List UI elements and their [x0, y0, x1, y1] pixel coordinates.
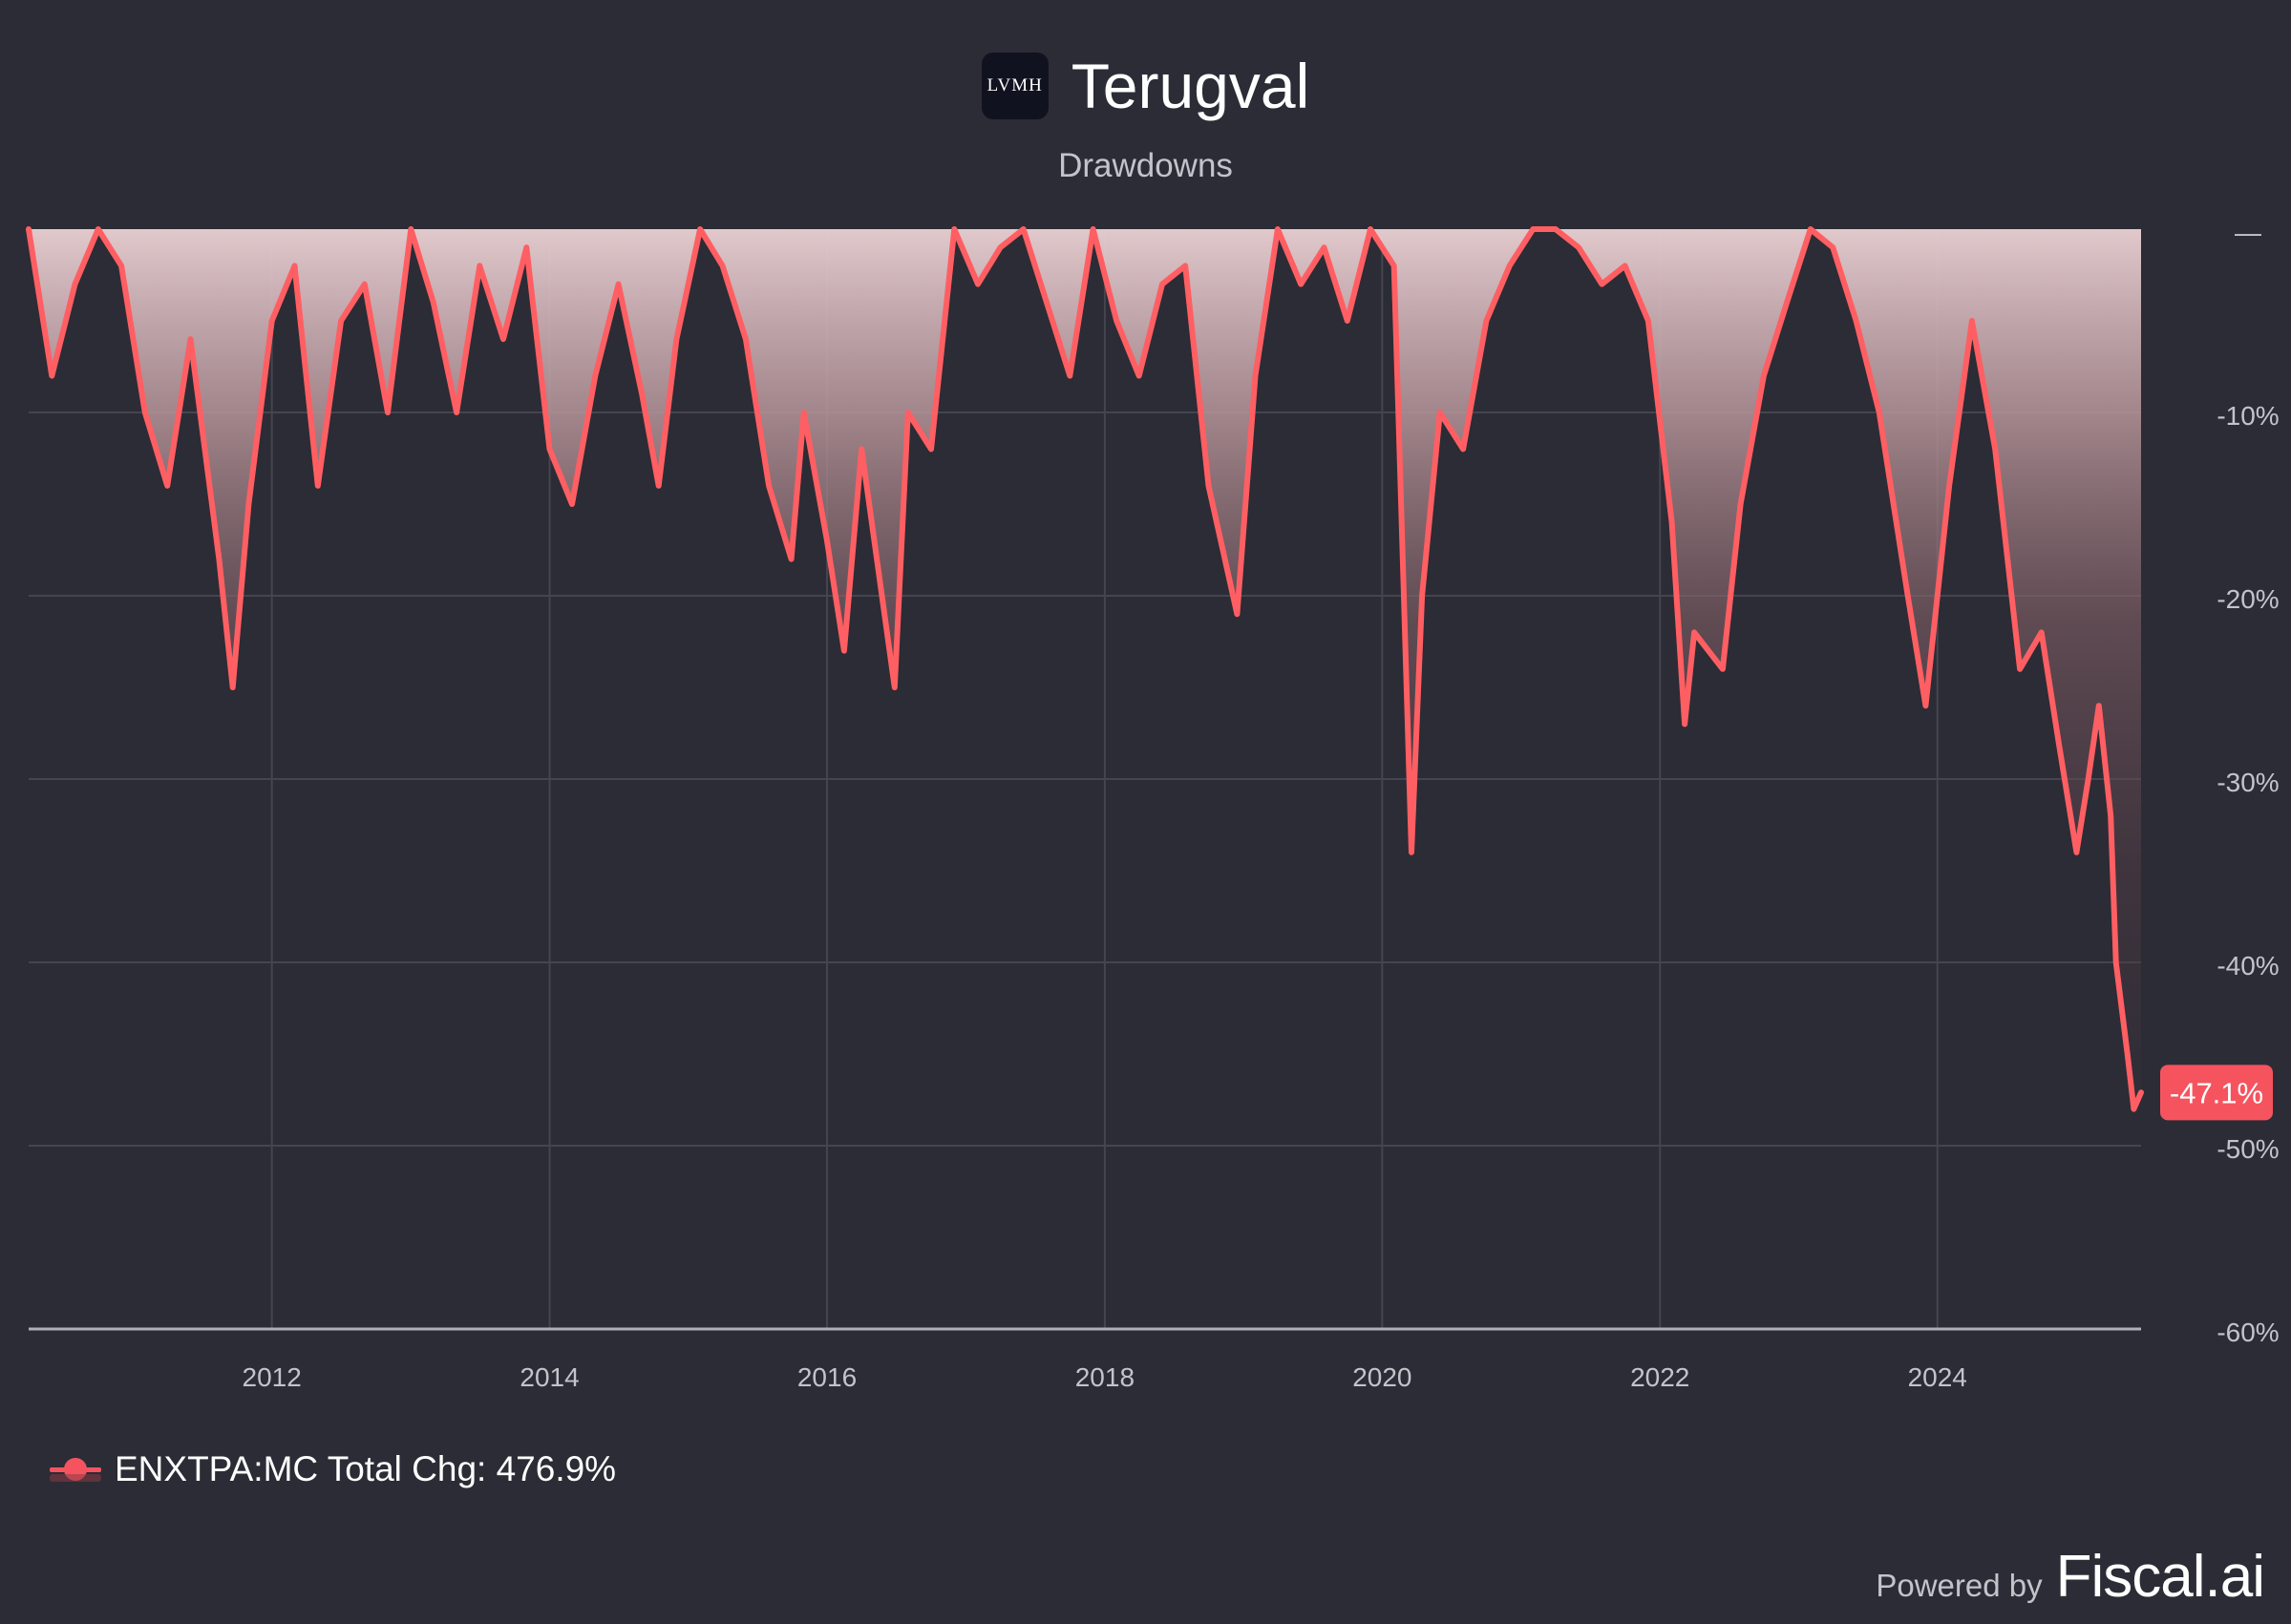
- x-tick-labels: 2012 2014 2016 2018 2020 2022 2024: [243, 1362, 1967, 1392]
- chart-subtitle: Drawdowns: [1058, 147, 1233, 184]
- y-tick-label: -30%: [2217, 768, 2279, 797]
- legend[interactable]: ENXTPA:MC Total Chg: 476.9%: [50, 1444, 616, 1495]
- area-layer: [29, 229, 2141, 1109]
- line-layer: [26, 226, 2144, 1112]
- y-tick-label: -60%: [2217, 1318, 2279, 1347]
- drawdown-area: [29, 229, 2141, 1109]
- x-tick-label: 2012: [243, 1362, 302, 1392]
- y-tick-label: -20%: [2217, 584, 2279, 614]
- x-tick-label: 2020: [1352, 1362, 1411, 1392]
- x-tick-label: 2018: [1075, 1362, 1135, 1392]
- current-value-badge-bg: [2160, 1065, 2273, 1121]
- branding: Powered by Fiscal.ai: [1876, 1543, 2265, 1611]
- drawdown-line: [26, 226, 2144, 1112]
- legend-swatch-icon: [50, 1458, 101, 1482]
- y-tick-label: -40%: [2217, 951, 2279, 981]
- y-tick-label: —: [2235, 218, 2261, 247]
- y-tick-label: -10%: [2217, 401, 2279, 431]
- chart-title: Terugval: [1071, 51, 1310, 121]
- y-tick-label: -50%: [2217, 1134, 2279, 1164]
- y-gridlines: [29, 411, 2141, 1147]
- x-tick-label: 2014: [520, 1362, 579, 1392]
- current-value-badge: -47.1%: [2160, 1065, 2273, 1121]
- x-tick-label: 2024: [1908, 1362, 1967, 1392]
- fiscal-ai-logo: Fiscal.ai: [2055, 1544, 2265, 1610]
- chart-header: LVMH Terugval: [0, 48, 2291, 124]
- x-tick-label: 2022: [1630, 1362, 1689, 1392]
- lvmh-logo: LVMH: [981, 53, 1049, 119]
- x-tick-label: 2016: [797, 1362, 857, 1392]
- powered-by-text: Powered by: [1876, 1568, 2043, 1603]
- legend-label: ENXTPA:MC Total Chg: 476.9%: [115, 1449, 617, 1488]
- current-value-label: -47.1%: [2170, 1076, 2263, 1109]
- y-tick-labels: — -10% -20% -30% -40% -50% -60%: [2217, 218, 2279, 1347]
